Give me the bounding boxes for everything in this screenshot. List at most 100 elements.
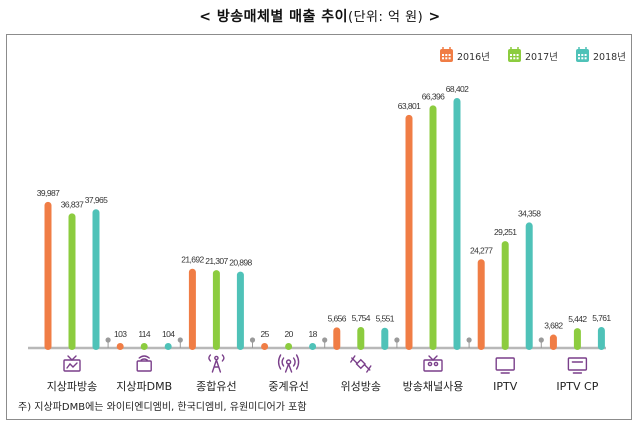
bar-4-2 <box>381 327 389 350</box>
legend-item-1: 2017년 <box>508 47 558 63</box>
legend-cell-1 <box>516 54 519 56</box>
sat-core <box>355 358 367 370</box>
legend-cell-0 <box>448 54 451 56</box>
bar-1-2 <box>164 343 172 350</box>
iptvcp-screen <box>567 357 588 371</box>
category-label-0: 지상파방송 <box>47 380 98 393</box>
data-label-6-1: 29,251 <box>494 227 517 237</box>
satellite-icon <box>350 355 372 373</box>
legend-cell-1 <box>510 54 512 56</box>
bar-0-1 <box>68 213 76 350</box>
bar-1-0 <box>116 343 124 350</box>
data-label-0-0: 39,987 <box>37 188 60 198</box>
data-label-7-2: 5,761 <box>592 313 611 323</box>
data-label-7-1: 5,442 <box>568 314 587 324</box>
bar-2-1 <box>212 270 220 350</box>
data-label-1-0: 103 <box>114 329 127 339</box>
tower-top <box>214 355 219 361</box>
legend-cell-2 <box>581 57 584 60</box>
data-label-4-1: 5,754 <box>352 313 371 323</box>
legend-label-0: 2016년 <box>457 52 490 63</box>
bar-7-1 <box>573 328 581 350</box>
tower <box>211 359 222 373</box>
dmb-device-icon <box>136 355 152 372</box>
data-label-0-2: 37,965 <box>85 195 108 205</box>
user-b <box>433 361 439 367</box>
category-label-6: IPTV <box>493 380 518 393</box>
bar-1-1 <box>140 343 148 350</box>
iptvcp-detail <box>571 361 584 374</box>
legend-cell-2 <box>578 54 580 56</box>
title-unit: (단위: 억 원) <box>348 10 424 25</box>
bar-5-0 <box>405 114 413 350</box>
legend-cell-2 <box>581 54 584 56</box>
data-label-5-2: 68,402 <box>446 84 469 94</box>
legend-cell-2 <box>584 57 587 60</box>
category-label-1: 지상파DMB <box>116 380 172 393</box>
legend-cell-0 <box>442 57 444 60</box>
legend-cell-2 <box>584 54 587 56</box>
axis-separator-dot-4 <box>394 337 400 343</box>
bar-6-0 <box>477 259 485 350</box>
sat-panels <box>350 355 372 373</box>
bar-5-2 <box>453 98 461 350</box>
legend-label-2: 2018년 <box>593 52 626 63</box>
data-label-1-1: 114 <box>138 329 151 339</box>
user-a <box>427 361 433 367</box>
legend-cell-1 <box>513 54 516 56</box>
bar-0-2 <box>92 209 100 350</box>
iptv-screen <box>495 357 515 371</box>
category-label-7: IPTV CP <box>556 380 598 393</box>
data-label-5-1: 66,396 <box>422 91 445 101</box>
channel-users-icon <box>423 355 443 372</box>
data-label-6-2: 34,358 <box>518 208 541 218</box>
bar-4-1 <box>357 326 365 350</box>
axis-separator-dot-5 <box>466 337 472 343</box>
tv-antenna-icon <box>63 355 81 372</box>
legend-rings-2 <box>578 47 587 51</box>
bar-0-0 <box>44 201 52 350</box>
legend-cell-0 <box>445 57 448 60</box>
category-label-2: 종합유선 <box>196 380 236 393</box>
legend-cell-0 <box>448 57 451 60</box>
data-label-2-0: 21,692 <box>181 255 204 265</box>
bar-4-0 <box>333 327 341 350</box>
bar-7-0 <box>549 334 557 350</box>
category-label-3: 중계유선 <box>268 380 308 393</box>
legend-rings-1 <box>510 47 519 51</box>
axis-separator-dot-2 <box>249 337 256 343</box>
axis-separator-dot-0 <box>105 337 111 343</box>
bar-3-2 <box>309 343 317 350</box>
bar-7-2 <box>597 326 605 350</box>
legend-cell-1 <box>516 57 519 60</box>
bar-6-2 <box>525 222 533 350</box>
category-label-5: 방송채널사용 <box>403 380 464 393</box>
footnote: 주) 지상파DMB에는 와이티엔디엠비, 한국디엠비, 유원미디어가 포함 <box>18 402 307 413</box>
legend-item-0: 2016년 <box>440 47 490 63</box>
data-label-4-2: 5,551 <box>376 314 395 324</box>
cable-tower-icon <box>208 354 225 373</box>
relay-stand <box>284 363 293 373</box>
axis-separator-dot-3 <box>322 337 328 343</box>
bar-2-2 <box>236 271 244 350</box>
legend-cell-0 <box>445 54 448 56</box>
screen <box>423 359 443 372</box>
title-main: < 방송매체별 매출 추이 <box>199 9 349 25</box>
page-title: < 방송매체별 매출 추이(단위: 억 원) > <box>0 6 640 26</box>
legend-cell-0 <box>442 54 444 56</box>
legend-cell-1 <box>513 57 516 60</box>
legend-item-2: 2018년 <box>576 47 626 63</box>
relay-waves <box>277 354 300 370</box>
bar-5-1 <box>429 105 437 350</box>
legend-cell-2 <box>578 57 580 60</box>
axis-separator-dot-1 <box>177 337 183 343</box>
data-label-5-0: 63,801 <box>398 101 421 111</box>
data-label-7-0: 3,682 <box>544 321 563 331</box>
tower-waves <box>208 354 225 362</box>
dmb-signal <box>138 355 150 361</box>
data-label-3-2: 18 <box>308 329 317 339</box>
legend-label-1: 2017년 <box>525 52 558 63</box>
bar-3-1 <box>285 343 293 350</box>
bar-6-1 <box>501 241 509 350</box>
